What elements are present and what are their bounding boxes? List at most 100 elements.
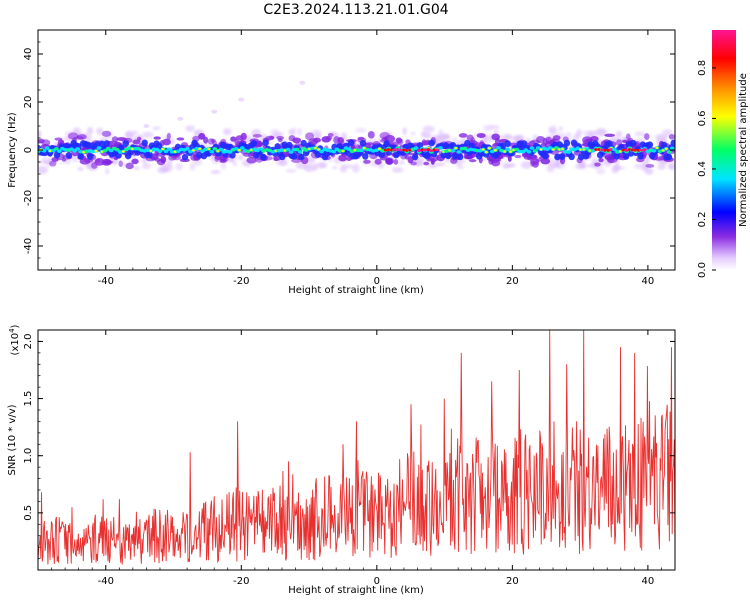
heatmap-y-tick-label: 40 — [23, 48, 34, 61]
heatmap-core-blob — [577, 153, 585, 161]
heatmap-halo-blob — [615, 130, 623, 138]
heatmap-band-blob — [374, 158, 382, 165]
heatmap-halo-blob — [38, 130, 42, 139]
heatmap-band-blob — [101, 130, 112, 137]
heatmap-peak-blob — [121, 150, 125, 153]
colorbar-tick-label: 0.4 — [697, 161, 708, 177]
heatmap-streak-blob — [108, 148, 114, 153]
heatmap-band-blob — [67, 132, 79, 140]
heatmap-halo-blob — [402, 127, 407, 136]
heatmap-band-blob — [277, 138, 283, 143]
heatmap-core-blob — [660, 141, 668, 149]
heatmap-band-blob — [423, 161, 430, 166]
heatmap-core-blob — [146, 151, 153, 159]
colorbar-label: Normalized spectral amplitude — [738, 73, 749, 227]
heatmap-streak-blob — [319, 149, 325, 154]
heatmap-band-blob — [407, 156, 414, 164]
heatmap-band-blob — [41, 139, 51, 146]
heatmap-streak-blob — [285, 147, 291, 152]
heatmap-peak-blob — [551, 148, 555, 151]
heatmap-core-blob — [670, 139, 675, 147]
heatmap-band-blob — [470, 137, 476, 145]
heatmap-halo-blob — [348, 165, 354, 169]
heatmap-halo-blob — [392, 166, 404, 173]
heatmap-band-blob — [333, 136, 340, 144]
heatmap-halo-blob — [549, 163, 556, 168]
heatmap-band-blob — [153, 136, 161, 140]
heatmap-peak-blob — [454, 146, 458, 150]
heatmap-halo-blob — [594, 128, 607, 137]
heatmap-band-blob — [76, 134, 87, 140]
heatmap-core-blob — [504, 140, 511, 148]
heatmap-peak-blob — [317, 148, 320, 151]
heatmap-halo-blob — [435, 135, 444, 141]
heatmap-band-blob — [305, 132, 315, 141]
heatmap-halo-blob — [133, 166, 141, 170]
heatmap-band-blob — [598, 158, 604, 163]
heatmap-core-blob — [103, 140, 110, 147]
heatmap-y-tick-label: 0 — [23, 147, 34, 153]
heatmap-halo-blob — [565, 131, 572, 138]
heatmap-streak-blob — [114, 147, 120, 152]
heatmap-streak-blob — [209, 149, 215, 154]
heatmap-halo-blob — [493, 129, 499, 134]
heatmap-outlier-blob — [211, 109, 218, 114]
heatmap-halo-blob — [436, 162, 446, 167]
heatmap-band-blob — [367, 131, 375, 139]
heatmap-halo-blob — [410, 132, 416, 136]
heatmap-streak-blob — [651, 149, 657, 153]
heatmap-peak-blob — [509, 150, 513, 153]
heatmap-band-blob — [530, 158, 540, 166]
heatmap-core-blob — [464, 139, 471, 147]
colorbar-gradient — [712, 30, 736, 270]
heatmap-halo-blob — [152, 126, 161, 131]
heatmap-core-blob — [65, 151, 73, 159]
heatmap-streak-blob — [75, 147, 81, 151]
heatmap-band-blob — [310, 139, 317, 146]
heatmap-halo-blob — [424, 133, 432, 138]
heatmap-core-blob — [411, 153, 419, 161]
heatmap-streak-blob — [529, 146, 535, 150]
heatmap-halo-blob — [185, 125, 195, 132]
heatmap-core-blob — [362, 152, 369, 160]
heatmap-streak-blob — [157, 149, 163, 154]
heatmap-halo-blob — [580, 162, 587, 168]
heatmap-core-blob — [378, 151, 386, 159]
heatmap-x-tick-label: 0 — [374, 276, 380, 287]
colorbar-tick-label: 0.0 — [697, 262, 708, 278]
heatmap-halo-blob — [161, 164, 174, 173]
heatmap-core-blob — [286, 141, 293, 149]
heatmap-halo-blob — [399, 159, 405, 165]
heatmap-peak-blob — [100, 150, 104, 153]
heatmap-streak-blob — [666, 150, 672, 154]
heatmap-halo-blob — [285, 168, 297, 173]
heatmap-band-blob — [604, 133, 616, 138]
heatmap-peak-blob — [192, 149, 195, 152]
heatmap-core-blob — [554, 153, 561, 161]
heatmap-band-blob — [198, 133, 206, 140]
heatmap-peak-blob — [619, 150, 622, 153]
heatmap-band-blob — [96, 158, 101, 163]
heatmap-streak-blob — [505, 147, 511, 152]
heatmap-core-blob — [623, 152, 630, 160]
heatmap-core-blob — [613, 152, 620, 160]
heatmap-band-blob — [116, 137, 127, 141]
heatmap-halo-blob — [352, 163, 360, 173]
heatmap-streak-blob — [56, 149, 62, 154]
heatmap-halo-blob — [444, 158, 450, 163]
heatmap-core-blob — [290, 152, 298, 160]
heatmap-band-blob — [166, 132, 171, 140]
heatmap-halo-blob — [175, 163, 183, 171]
heatmap-band-blob — [468, 159, 477, 163]
heatmap-band-blob — [594, 162, 601, 167]
heatmap-hot-blob — [606, 149, 611, 152]
heatmap-streak-blob — [590, 148, 596, 153]
heatmap-peak-blob — [655, 146, 659, 150]
heatmap-streak-blob — [166, 147, 172, 151]
heatmap-halo-blob — [634, 163, 640, 169]
heatmap-halo-blob — [275, 160, 288, 166]
heatmap-band-blob — [476, 133, 486, 138]
heatmap-halo-blob — [548, 127, 557, 135]
heatmap-band-blob — [393, 159, 399, 165]
heatmap-band-blob — [357, 136, 365, 141]
